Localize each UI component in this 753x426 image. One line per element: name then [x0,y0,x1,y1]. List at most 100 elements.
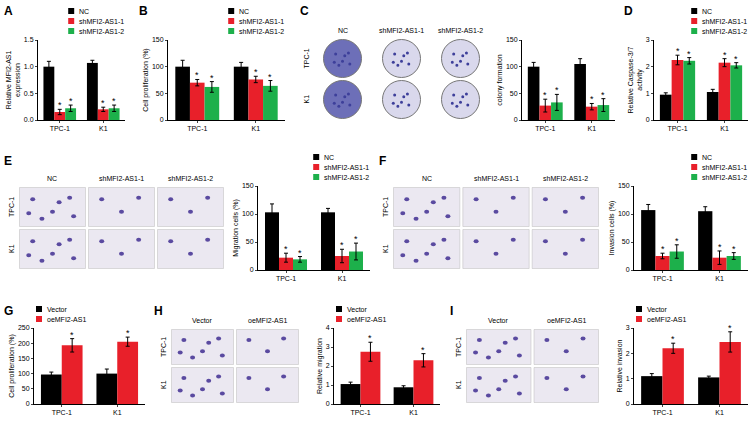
svg-text:0.0: 0.0 [24,116,34,123]
svg-text:shMFI2-AS1-2: shMFI2-AS1-2 [168,175,213,182]
svg-text:E: E [4,154,12,168]
svg-text:50: 50 [622,238,630,245]
svg-text:*: * [734,54,738,64]
svg-text:*: * [675,236,679,246]
svg-text:*: * [676,46,680,56]
svg-text:Vector: Vector [488,317,509,324]
svg-text:*: * [723,50,727,60]
svg-text:shMFI2-AS1-1: shMFI2-AS1-1 [702,18,747,25]
svg-text:TPC-1: TPC-1 [187,125,207,132]
svg-text:*: * [590,94,594,104]
svg-text:TPC-1: TPC-1 [50,125,70,132]
svg-text:3: 3 [626,324,630,331]
svg-text:*: * [70,330,74,340]
svg-text:shMFI2-AS1-2: shMFI2-AS1-2 [79,28,124,35]
svg-text:A: A [4,4,13,18]
svg-text:oeMFI2-AS1: oeMFI2-AS1 [248,317,287,324]
svg-text:150: 150 [18,355,30,362]
svg-text:*: * [126,328,130,338]
svg-text:50: 50 [22,385,30,392]
svg-text:TPC-1: TPC-1 [52,409,72,416]
svg-text:1: 1 [646,90,650,97]
svg-text:D: D [624,4,633,18]
svg-text:100: 100 [18,370,30,377]
svg-text:shMFI2-AS1-1: shMFI2-AS1-1 [324,164,369,171]
svg-text:oeMFI2-AS1: oeMFI2-AS1 [47,316,86,323]
svg-text:*: * [368,333,372,343]
svg-text:K1: K1 [160,380,167,389]
svg-text:1.5: 1.5 [24,36,34,43]
svg-text:shMFI2-AS1-2: shMFI2-AS1-2 [239,28,284,35]
svg-text:TPC-1: TPC-1 [303,48,310,68]
svg-text:*: * [340,240,344,250]
svg-text:K1: K1 [715,409,724,416]
svg-text:shMFI2-AS1-2: shMFI2-AS1-2 [702,28,747,35]
svg-text:*: * [671,334,675,344]
svg-text:2: 2 [646,63,650,70]
svg-text:*: * [421,345,425,355]
svg-text:*: * [661,244,665,254]
svg-text:250: 250 [18,324,30,331]
svg-text:2: 2 [626,350,630,357]
svg-text:*: * [58,100,62,110]
svg-text:*: * [254,67,258,77]
svg-text:3: 3 [646,36,650,43]
svg-text:4: 4 [326,324,330,331]
svg-text:*: * [728,323,732,333]
svg-text:B: B [139,4,148,18]
svg-text:TPC-1: TPC-1 [160,337,167,357]
svg-text:*: * [732,244,736,254]
svg-text:K1: K1 [715,275,724,282]
svg-text:TPC-1: TPC-1 [535,125,555,132]
svg-text:*: * [354,234,358,244]
svg-text:NC: NC [47,175,57,182]
svg-text:H: H [154,304,163,318]
svg-text:*: * [284,244,288,254]
svg-text:TPC-1: TPC-1 [667,125,687,132]
svg-text:0: 0 [646,116,650,123]
svg-text:*: * [69,96,73,106]
svg-text:*: * [601,90,605,100]
svg-text:1: 1 [326,381,330,388]
svg-text:oeMFI2-AS1: oeMFI2-AS1 [647,316,686,323]
svg-text:TPC-1: TPC-1 [382,197,389,217]
svg-text:Vector: Vector [347,306,368,313]
svg-text:shMFI2-AS1-2: shMFI2-AS1-2 [543,175,588,182]
svg-text:K1: K1 [99,125,108,132]
svg-text:NC: NC [422,175,432,182]
svg-text:150: 150 [506,36,518,43]
svg-text:Migration cells (%): Migration cells (%) [232,199,240,257]
svg-text:*: * [543,90,547,100]
svg-text:*: * [268,72,272,82]
svg-text:Invasion cells (%): Invasion cells (%) [608,201,616,256]
svg-text:100: 100 [506,63,518,70]
svg-text:shMFI2-AS1-1: shMFI2-AS1-1 [99,175,144,182]
svg-text:*: * [195,70,199,80]
svg-text:0: 0 [26,400,30,407]
svg-text:oeMFI2-AS1: oeMFI2-AS1 [547,317,586,324]
svg-text:shMFI2-AS1-2: shMFI2-AS1-2 [702,174,747,181]
svg-text:*: * [687,49,691,59]
svg-text:oeMFI2-AS1: oeMFI2-AS1 [347,316,386,323]
svg-text:150: 150 [152,36,164,43]
svg-text:0: 0 [326,400,330,407]
svg-text:Relative Caspase-3/7activity: Relative Caspase-3/7activity [627,46,644,113]
svg-text:Relative migration: Relative migration [316,338,324,394]
svg-text:NC: NC [79,8,89,15]
svg-text:Vector: Vector [192,317,213,324]
svg-text:100: 100 [152,63,164,70]
svg-text:50: 50 [246,238,254,245]
svg-text:TPC-1: TPC-1 [652,409,672,416]
svg-text:TPC-1: TPC-1 [350,409,370,416]
svg-text:Relative MFI2-AS1expression: Relative MFI2-AS1expression [5,51,22,110]
svg-text:TPC-1: TPC-1 [8,197,15,217]
svg-text:G: G [4,304,13,318]
svg-text:K1: K1 [303,95,310,104]
svg-text:*: * [555,85,559,95]
svg-text:K1: K1 [455,380,462,389]
svg-text:*: * [718,242,722,252]
svg-text:shMFI2-AS1-1: shMFI2-AS1-1 [79,18,124,25]
svg-text:K1: K1 [8,244,15,253]
svg-text:Vector: Vector [647,306,668,313]
svg-text:shMFI2-AS1-1: shMFI2-AS1-1 [379,27,424,34]
